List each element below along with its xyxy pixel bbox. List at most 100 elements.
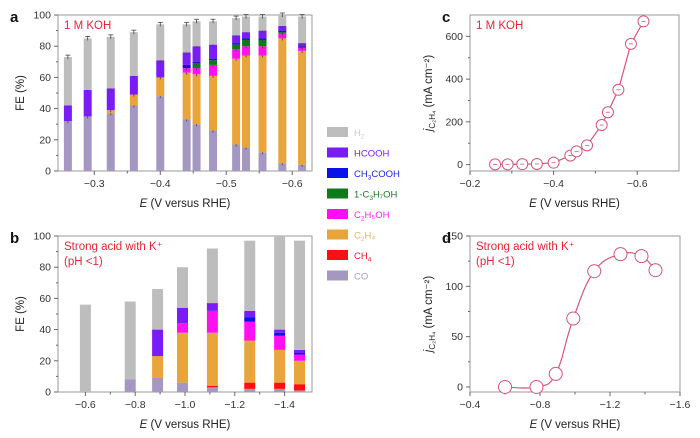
bar-segment-h2	[294, 240, 306, 350]
bar-segment-h2	[129, 32, 138, 76]
bar-segment-hcooh	[129, 75, 138, 95]
bar-segment-hcooh	[274, 329, 286, 333]
y-tick-label: 200	[445, 116, 463, 128]
y-axis-label: jC₂H₄ (mA cm⁻²)	[423, 55, 437, 134]
bar-segment-ch4	[294, 384, 306, 391]
legend-label-subscript: 3	[368, 175, 372, 182]
panel-b: 0 20 40 60 80 100 −0.6 −0.8 −1.0 −1.2 −1.4 E (V ver…	[10, 230, 313, 431]
y-tick-label: 50	[451, 331, 463, 343]
bar-segment-hcooh	[177, 307, 189, 324]
condition-label: 1 M KOH	[64, 20, 111, 32]
bar-segment-h2	[106, 36, 115, 89]
x-axis-label-text: (V versus RHE)	[537, 198, 620, 210]
legend-label-subscript: 4	[368, 257, 372, 264]
legend-swatch	[327, 250, 348, 260]
bar-segment-h2	[63, 57, 72, 106]
legend-swatch	[327, 127, 348, 137]
y-tick-label: 400	[445, 74, 463, 86]
x-axis-label: E (V versus RHE)	[140, 419, 231, 431]
bar-segment-h2	[152, 289, 164, 330]
bar-segment-co	[242, 147, 251, 171]
bar-segment-co	[232, 144, 241, 171]
bar-segment-hcooh	[63, 105, 72, 122]
y-tick-label: 100	[33, 231, 51, 243]
y-tick-label: 40	[39, 324, 51, 336]
x-tick-label: −1.4	[274, 399, 295, 411]
x-axis-label-symbol: E	[140, 198, 148, 210]
legend-label-tail: H₄	[365, 231, 376, 242]
legend-item: C2H₅OH	[327, 209, 390, 223]
bar-segment-hcooh	[232, 35, 241, 44]
legend-label-tail: H₇OH	[373, 190, 398, 201]
panel-label: d	[442, 230, 451, 247]
bar-segment-c2h4	[152, 356, 164, 378]
legend-label-subscript: 2	[361, 216, 365, 223]
bar-segment-co	[106, 113, 115, 171]
y-tick-label: 100	[445, 281, 463, 293]
y-tick-label: 80	[39, 41, 51, 53]
legend-item: HCOOH	[327, 147, 390, 160]
legend-item: C2H₄	[327, 229, 376, 243]
x-axis-label-text: (V versus RHE)	[147, 198, 230, 210]
x-tick-label: −1.6	[670, 399, 691, 411]
y-tick-label: 80	[39, 262, 51, 274]
legend-swatch	[327, 270, 348, 281]
data-point	[634, 249, 649, 264]
x-axis-label-text: (V versus RHE)	[537, 419, 620, 431]
legend-label-main: CH	[354, 251, 368, 262]
x-tick-label: −0.4	[543, 178, 564, 190]
bar-segment-c2h4	[258, 55, 267, 153]
bar-segment-c2h5oh	[278, 33, 287, 39]
y-tick-label: 100	[33, 10, 51, 22]
x-tick-label: −0.3	[84, 178, 105, 190]
bar-segment-co	[156, 96, 165, 171]
data-point	[566, 311, 581, 326]
legend-swatch	[327, 229, 348, 240]
y-tick-label: 0	[457, 159, 463, 171]
bar-segment-co	[258, 152, 267, 171]
bar-segment-co	[83, 116, 92, 171]
bar-segment-c2h4	[242, 55, 251, 148]
bar-segment-co	[63, 121, 72, 171]
x-tick-label: −0.4	[150, 178, 171, 190]
legend-item: CO	[327, 270, 368, 283]
condition-label: Strong acid with K⁺	[64, 241, 163, 253]
condition-label: Strong acid with K⁺	[476, 241, 575, 253]
bar-segment-h2	[124, 301, 136, 380]
y-axis-label-symbol: j	[423, 128, 435, 133]
y-tick-label: 0	[45, 166, 51, 178]
bar-segment-co	[209, 130, 218, 171]
bar-segment-c2h4	[274, 349, 286, 383]
x-tick-label: −0.2	[460, 178, 481, 190]
bar-segment-1-c3h7oh	[258, 39, 267, 47]
bar-segment-c2h5oh	[232, 49, 241, 59]
bar-segment-ch3cooh	[294, 353, 306, 355]
bar-segment-hcooh	[258, 30, 267, 39]
bar-segment-hcooh	[192, 46, 201, 62]
bar-segment-h2	[83, 38, 92, 90]
bar-segment-h2	[244, 240, 256, 311]
legend-item: CH4	[327, 250, 372, 264]
bar-segment-c2h4	[294, 360, 306, 385]
bar-segment-hcooh	[294, 349, 306, 353]
bar-segment-1-c3h7oh	[232, 44, 241, 50]
x-tick-label: −1.0	[175, 399, 196, 411]
condition-label-line2: (pH <1)	[476, 256, 515, 268]
bar-segment-c2h5oh	[274, 335, 286, 350]
bar-segment-co	[129, 105, 138, 171]
condition-label-line2: (pH <1)	[64, 256, 103, 268]
legend-label-subscript: 2	[361, 236, 365, 243]
bar-segment-co	[278, 163, 287, 171]
legend-label-main: CH	[354, 169, 368, 180]
panel-label: c	[442, 9, 450, 26]
legend-label: C2H₅OH	[354, 210, 390, 223]
x-tick-label: −1.2	[600, 399, 621, 411]
data-point	[613, 247, 628, 262]
y-tick-label: 40	[39, 103, 51, 115]
bar-segment-co	[124, 379, 136, 392]
bars	[79, 236, 306, 392]
y-axis-label-unit: (mA cm⁻²)	[423, 55, 435, 111]
bar-segment-hcooh	[242, 32, 251, 39]
bar-segment-co	[192, 124, 201, 171]
legend-item: CH3COOH	[327, 168, 400, 182]
